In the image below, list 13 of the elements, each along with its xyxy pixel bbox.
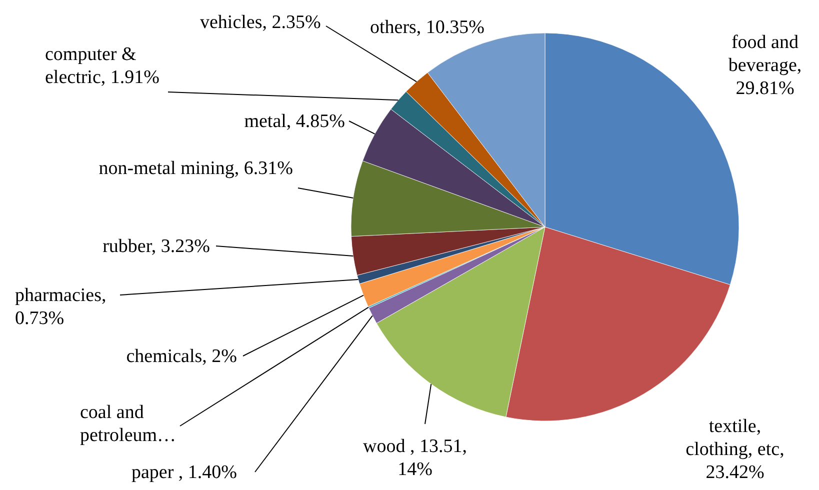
- slice-label: computer & electric, 1.91%: [45, 44, 160, 88]
- slice-label: textile, clothing, etc, 23.42%: [686, 416, 784, 483]
- slice-label: coal and petroleum…: [80, 402, 176, 446]
- slice-label: rubber, 3.23%: [102, 236, 210, 257]
- slice-label: others, 10.35%: [370, 17, 485, 38]
- slice-label: pharmacies, 0.73%: [15, 285, 106, 329]
- slice-label: paper , 1.40%: [131, 462, 238, 483]
- slice-label: metal, 4.85%: [244, 111, 346, 132]
- slice-label: chemicals, 2%: [126, 346, 238, 367]
- slice-label: wood , 13.51, 14%: [363, 436, 467, 480]
- slice-label: non-metal mining, 6.31%: [98, 158, 294, 179]
- slice-label: food and beverage, 29.81%: [728, 32, 802, 99]
- slice-label: vehicles, 2.35%: [200, 12, 321, 33]
